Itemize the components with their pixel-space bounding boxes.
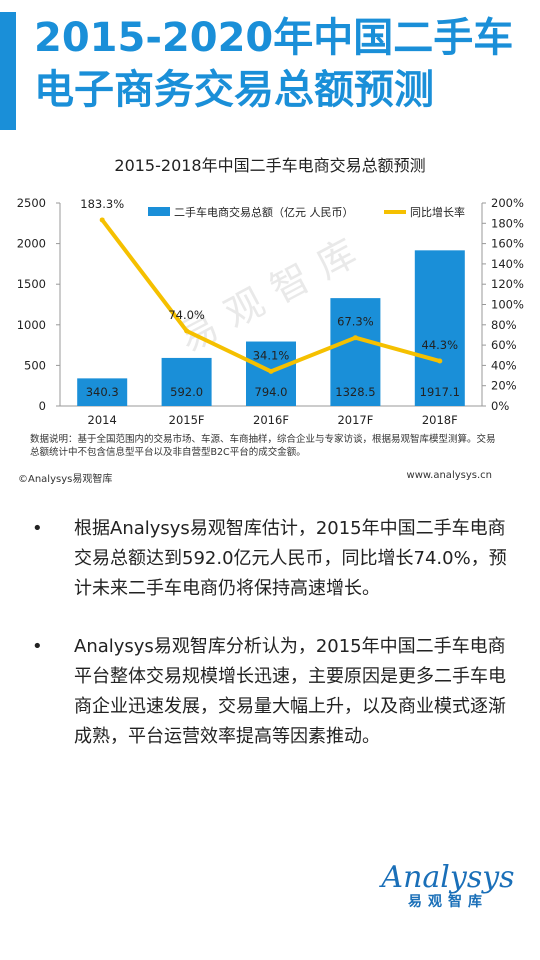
bar-data-label: 1917.1 bbox=[420, 385, 460, 399]
x-tick-label: 2014 bbox=[88, 413, 117, 427]
line-data-label: 183.3% bbox=[80, 197, 124, 211]
left-tick-label: 0 bbox=[39, 399, 46, 413]
x-tick-label: 2016F bbox=[253, 413, 289, 427]
growth-rate-point bbox=[184, 328, 190, 334]
bar-data-label: 592.0 bbox=[170, 385, 203, 399]
growth-rate-point bbox=[437, 358, 443, 364]
growth-rate-point bbox=[99, 217, 105, 223]
left-tick-label: 1000 bbox=[17, 318, 46, 332]
bullet-text: Analysys易观智库分析认为，2015年中国二手车电商平台整体交易规模增长迅… bbox=[74, 636, 506, 747]
bar-data-label: 1328.5 bbox=[335, 385, 375, 399]
right-tick-label: 200% bbox=[491, 196, 524, 210]
source-website: www.analysys.cn bbox=[406, 470, 492, 481]
left-tick-label: 500 bbox=[24, 358, 46, 372]
right-tick-label: 20% bbox=[491, 379, 517, 393]
bar bbox=[77, 378, 128, 406]
left-tick-label: 1500 bbox=[17, 277, 46, 291]
bar-data-label: 794.0 bbox=[255, 385, 288, 399]
right-tick-label: 140% bbox=[491, 257, 524, 271]
brand-logo-text: Analysys bbox=[381, 860, 515, 895]
legend-line-label: 同比增长率 bbox=[410, 205, 465, 219]
right-tick-label: 60% bbox=[491, 338, 517, 352]
bullet-marker: • bbox=[32, 518, 43, 539]
bullet-marker: • bbox=[32, 636, 43, 657]
brand-logo: Analysys 易观智库 bbox=[378, 860, 518, 911]
line-data-label: 67.3% bbox=[337, 315, 374, 329]
bar bbox=[330, 298, 381, 406]
brand-logo-subtitle: 易观智库 bbox=[408, 894, 488, 910]
left-tick-label: 2000 bbox=[17, 237, 46, 251]
combo-chart: 易观智库050010001500200025000%20%40%60%80%10… bbox=[17, 196, 524, 427]
bullet-item: • Analysys易观智库分析认为，2015年中国二手车电商平台整体交易规模增… bbox=[32, 632, 512, 752]
line-data-label: 44.3% bbox=[422, 338, 459, 352]
right-tick-label: 0% bbox=[491, 399, 509, 413]
title-accent-bar bbox=[0, 12, 16, 130]
bar bbox=[414, 250, 465, 406]
left-tick-label: 2500 bbox=[17, 196, 46, 210]
growth-rate-point bbox=[352, 335, 358, 341]
legend-bar-label: 二手车电商交易总额（亿元 人民币） bbox=[174, 205, 354, 219]
bar bbox=[161, 357, 212, 406]
right-tick-label: 120% bbox=[491, 277, 524, 291]
line-data-label: 34.1% bbox=[253, 348, 290, 362]
bullet-list: • 根据Analysys易观智库估计，2015年中国二手车电商交易总额达到592… bbox=[32, 514, 512, 780]
bar-data-label: 340.3 bbox=[86, 385, 119, 399]
source-copyright: ©Analysys易观智库 bbox=[18, 474, 113, 485]
line-data-label: 74.0% bbox=[168, 308, 205, 322]
bullet-item: • 根据Analysys易观智库估计，2015年中国二手车电商交易总额达到592… bbox=[32, 514, 512, 604]
legend-bar-swatch bbox=[148, 207, 170, 216]
right-tick-label: 40% bbox=[491, 358, 517, 372]
right-tick-label: 180% bbox=[491, 216, 524, 230]
x-tick-label: 2015F bbox=[169, 413, 205, 427]
right-tick-label: 160% bbox=[491, 237, 524, 251]
x-tick-label: 2018F bbox=[422, 413, 458, 427]
right-tick-label: 80% bbox=[491, 318, 517, 332]
data-note: 数据说明：基于全国范围内的交易市场、车源、车商抽样，综合企业与专家访谈，根据易观… bbox=[30, 434, 496, 458]
bullet-text: 根据Analysys易观智库估计，2015年中国二手车电商交易总额达到592.0… bbox=[74, 518, 507, 599]
growth-rate-point bbox=[268, 368, 274, 374]
page-title: 2015-2020年中国二手车电子商务交易总额预测 bbox=[34, 15, 514, 113]
chart-title: 2015-2018年中国二手车电商交易总额预测 bbox=[114, 156, 426, 175]
x-tick-label: 2017F bbox=[337, 413, 373, 427]
right-tick-label: 100% bbox=[491, 298, 524, 312]
